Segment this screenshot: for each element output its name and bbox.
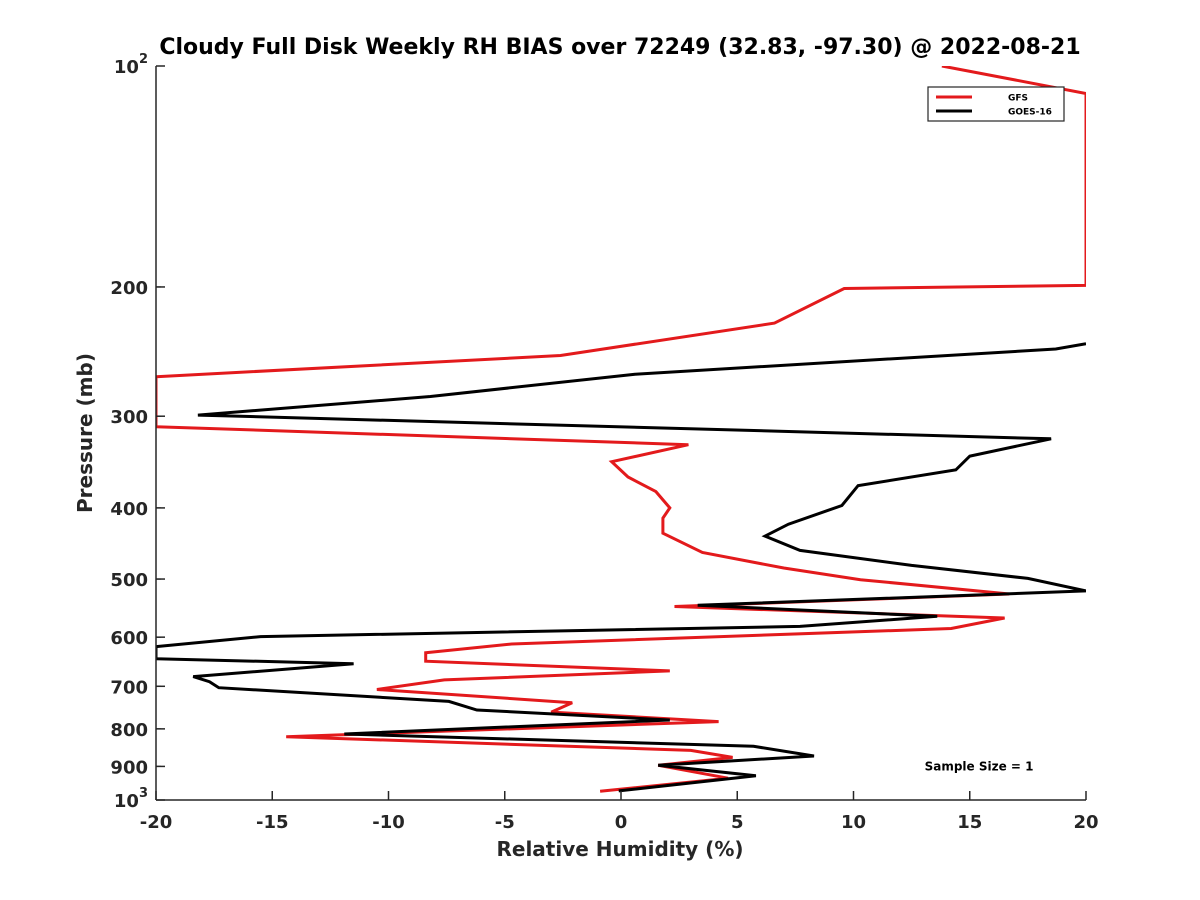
x-tick-label: -10 [372, 812, 405, 833]
chart-title: Cloudy Full Disk Weekly RH BIAS over 722… [159, 35, 1080, 60]
plot-lines [156, 66, 1086, 793]
annotations: Sample Size = 1 [925, 759, 1034, 773]
x-tick-label: 20 [1073, 812, 1098, 833]
legend-label-goes-16: GOES-16 [1008, 108, 1052, 118]
y-tick-label: 900 [110, 757, 148, 778]
x-tick-label: -5 [495, 812, 515, 833]
y-tick-label: 800 [110, 720, 148, 741]
y-tick-label: 700 [110, 677, 148, 698]
x-tick-label: 0 [615, 812, 628, 833]
y-tick-label: 600 [110, 628, 148, 649]
series-line-goes-16 [156, 342, 1086, 793]
x-tick-label: 5 [731, 812, 744, 833]
y-tick-label: 500 [110, 570, 148, 591]
y-tick-label: 102 [114, 52, 148, 78]
x-tick-label: 10 [841, 812, 866, 833]
y-tick-label: 103 [114, 786, 148, 812]
legend: GFS GOES-16 [927, 86, 1065, 122]
y-tick-label: 200 [110, 278, 148, 299]
x-tick-label: -15 [256, 812, 289, 833]
x-axis-label: Relative Humidity (%) [496, 837, 743, 861]
legend-label-gfs: GFS [1008, 94, 1028, 104]
y-tick-label: 400 [110, 499, 148, 520]
legend-box [927, 86, 1065, 122]
x-tick-label: -20 [140, 812, 173, 833]
ticks: -20 -15 -10 -5 0 5 10 15 20 102 200 300 400 500 600 700… [110, 52, 1098, 833]
annotation-text: Sample Size = 1 [925, 759, 1034, 773]
x-tick-label: 15 [957, 812, 982, 833]
y-axis-label: Pressure (mb) [73, 353, 97, 513]
y-tick-label: 300 [110, 407, 148, 428]
